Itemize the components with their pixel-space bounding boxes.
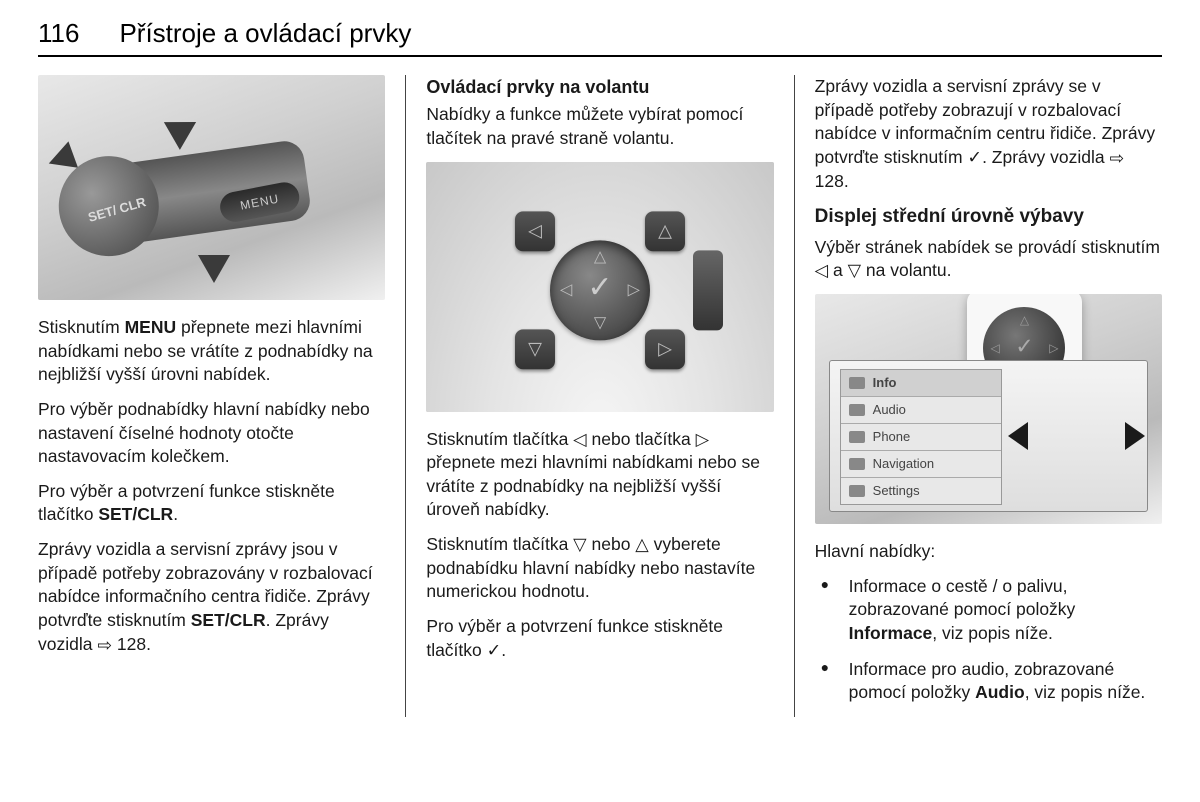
column-3: Zprávy vozidla a servisní zprávy se v př…: [795, 75, 1162, 717]
figure-display-menu: ✓ △ ▽ ◁ ▷ Info Audio Phone Navigation Se…: [815, 294, 1162, 524]
xref-page: 128.: [815, 171, 849, 191]
list-item: Informace o cestě / o palivu, zobrazovan…: [815, 575, 1162, 646]
bullet-list: Informace o cestě / o palivu, zobrazovan…: [815, 575, 1162, 705]
figure-steering-buttons: ◁ △ ▽ ▷ ✓ △ ▽ ◁ ▷: [426, 162, 773, 412]
column-2: Ovládací prvky na volantu Nabídky a funk…: [406, 75, 794, 717]
arrow-icon: △: [594, 246, 606, 268]
menu-row: Phone: [841, 424, 1001, 451]
display-screen: Info Audio Phone Navigation Settings: [829, 360, 1148, 512]
menu-item-icon: [849, 485, 865, 497]
paragraph: Pro výběr a potvrzení funkce stiskněte t…: [38, 480, 385, 527]
menu-item-icon: [849, 458, 865, 470]
button-icon: ▽: [515, 329, 555, 369]
list-heading: Hlavní nabídky:: [815, 540, 1162, 564]
triangle-right-icon: [1125, 422, 1145, 450]
column-1: SET/ CLR MENU Stisknutím MENU přepnete m…: [38, 75, 406, 717]
paragraph: Stisknutím tlačítka ▽ nebo △ vyberete po…: [426, 533, 773, 604]
paragraph: Nabídky a funkce můžete vybírat pomocí t…: [426, 103, 773, 150]
arrow-icon: ▷: [1049, 339, 1058, 355]
xref-arrow-icon: ⇨: [1109, 147, 1124, 171]
paragraph: Pro výběr podnabídky hlavní nabídky nebo…: [38, 398, 385, 469]
triangle-left-icon: [1008, 422, 1028, 450]
center-pad: ✓ △ ▽ ◁ ▷: [550, 240, 650, 340]
menu-button-illustration: MENU: [218, 180, 302, 225]
rocker-button: [693, 250, 723, 330]
arrow-icon: ◁: [560, 279, 572, 301]
check-icon: ✓: [587, 268, 612, 309]
arrow-icon: [198, 255, 230, 283]
keyword-setclr: SET/CLR: [98, 504, 173, 524]
keyword: Audio: [975, 682, 1025, 702]
figure-stalk: SET/ CLR MENU: [38, 75, 385, 300]
paragraph: Zprávy vozidla a servisní zprávy jsou v …: [38, 538, 385, 656]
manual-page: 116 Přístroje a ovládací prvky SET/ CLR …: [0, 0, 1200, 802]
arrow-icon: ◁: [990, 339, 999, 355]
paragraph: Stisknutím tlačítka ◁ nebo tlačítka ▷ př…: [426, 428, 773, 523]
arrow-icon: ▽: [594, 312, 606, 334]
xref-page: 128.: [112, 634, 151, 654]
keyword-menu: MENU: [125, 317, 177, 337]
menu-row: Navigation: [841, 451, 1001, 478]
arrow-icon: △: [1020, 312, 1029, 328]
paragraph: Zprávy vozidla a servisní zprávy se v př…: [815, 75, 1162, 193]
paragraph: Pro výběr a potvrzení funkce stiskněte t…: [426, 615, 773, 662]
button-icon: ▷: [645, 329, 685, 369]
menu-item-icon: [849, 431, 865, 443]
menu-item-icon: [849, 404, 865, 416]
button-icon: △: [645, 211, 685, 251]
paragraph: Výběr stránek nabídek se provádí stisknu…: [815, 236, 1162, 283]
xref-arrow-icon: ⇨: [97, 634, 112, 658]
menu-row: Audio: [841, 397, 1001, 424]
heading: Displej střední úrovně výbavy: [815, 204, 1162, 230]
button-icon: ◁: [515, 211, 555, 251]
menu-row: Info: [841, 370, 1001, 397]
menu-item-icon: [849, 377, 865, 389]
arrow-icon: [164, 108, 204, 150]
page-number: 116: [38, 18, 79, 49]
list-item: Informace pro audio, zobrazované pomocí …: [815, 658, 1162, 705]
menu-list: Info Audio Phone Navigation Settings: [840, 369, 1002, 505]
heading: Ovládací prvky na volantu: [426, 75, 773, 99]
keyword-setclr: SET/CLR: [191, 610, 266, 630]
check-icon: ✓: [1015, 331, 1033, 361]
section-title: Přístroje a ovládací prvky: [119, 18, 411, 49]
menu-row: Settings: [841, 478, 1001, 504]
paragraph: Stisknutím MENU přepnete mezi hlavními n…: [38, 316, 385, 387]
stalk-illustration: SET/ CLR MENU: [64, 139, 313, 252]
button-cluster: ◁ △ ▽ ▷ ✓ △ ▽ ◁ ▷: [515, 205, 685, 375]
page-header: 116 Přístroje a ovládací prvky: [38, 18, 1162, 57]
arrow-icon: ▷: [628, 279, 640, 301]
keyword: Informace: [849, 623, 933, 643]
columns-container: SET/ CLR MENU Stisknutím MENU přepnete m…: [38, 75, 1162, 717]
